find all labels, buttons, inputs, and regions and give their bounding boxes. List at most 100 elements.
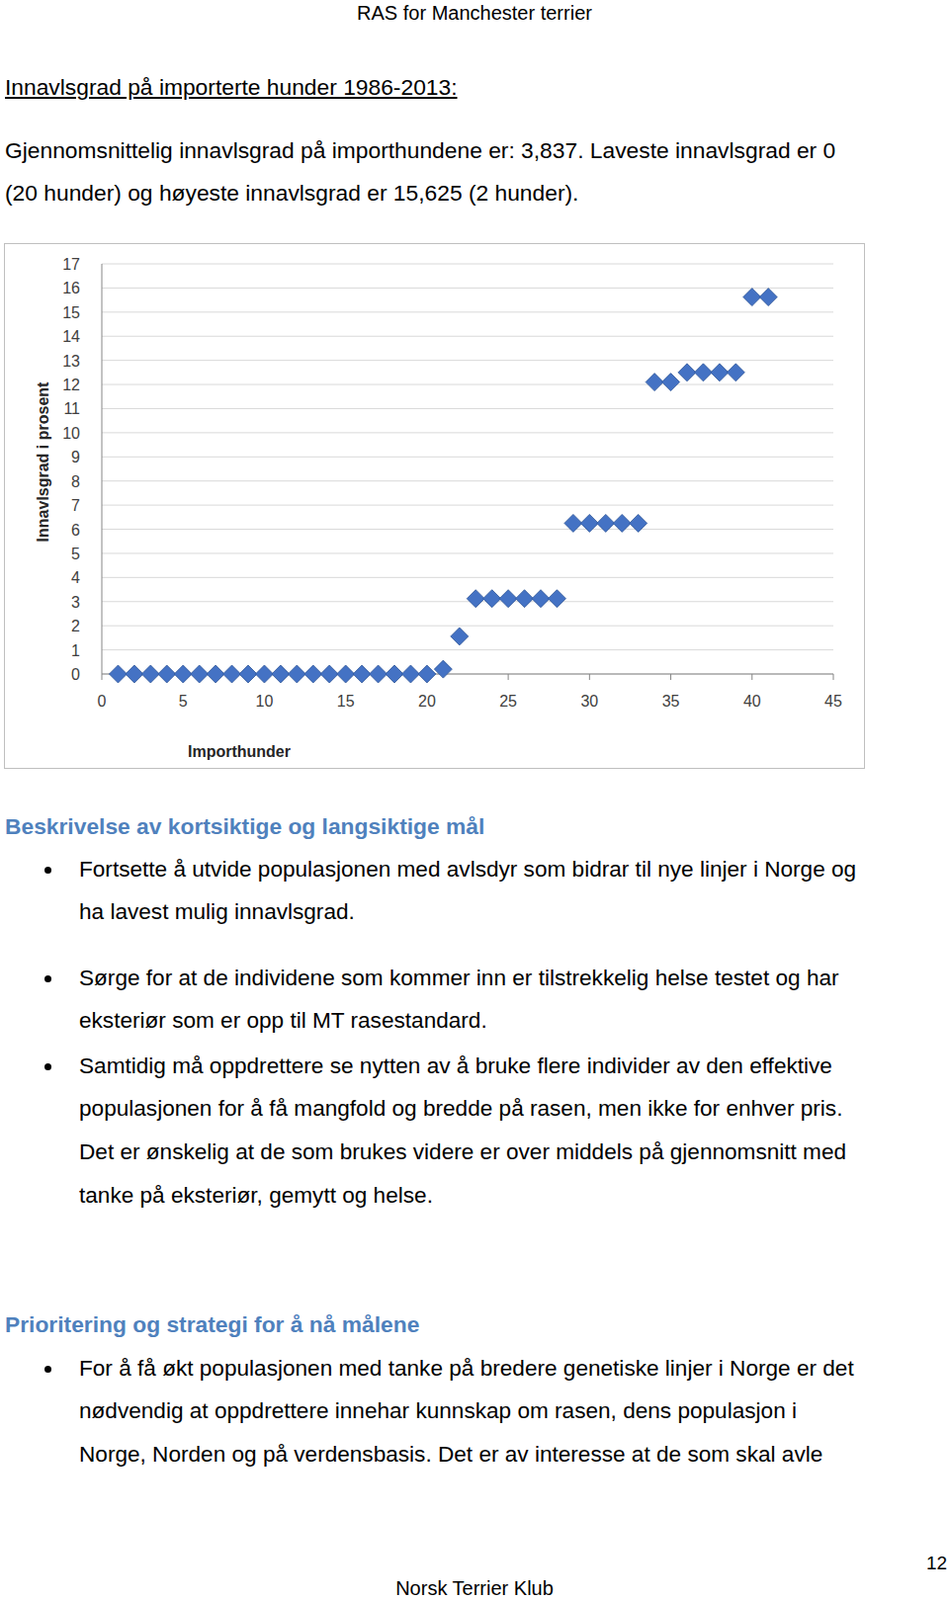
x-tick-label: 30 bbox=[580, 692, 599, 710]
y-tick-label: 14 bbox=[62, 328, 81, 346]
x-tick-label: 0 bbox=[97, 692, 107, 710]
data-point bbox=[173, 665, 192, 684]
markers bbox=[108, 288, 777, 684]
y-axis bbox=[101, 263, 103, 675]
x-tick bbox=[751, 674, 753, 681]
bullet-dot bbox=[44, 1063, 52, 1071]
data-point bbox=[629, 514, 648, 532]
y-tick-label: 16 bbox=[62, 279, 81, 297]
grid-line bbox=[101, 359, 834, 361]
data-point bbox=[320, 665, 339, 684]
page-number: 12 bbox=[926, 1553, 948, 1573]
intro-line: (20 hunder) og høyeste innavlsgrad er 15… bbox=[4, 181, 579, 205]
page-header: RAS for Manchester terrier bbox=[0, 2, 949, 23]
data-point bbox=[483, 590, 502, 608]
data-point bbox=[531, 590, 550, 608]
data-point bbox=[337, 665, 355, 684]
data-point bbox=[693, 363, 712, 382]
grid-line bbox=[101, 625, 834, 627]
bullet-line: Samtidig må oppdrettere se nytten av å b… bbox=[79, 1055, 833, 1079]
y-tick-label: 2 bbox=[71, 617, 81, 635]
data-point bbox=[223, 665, 242, 684]
y-tick-label: 7 bbox=[71, 497, 81, 515]
x-tick-label: 5 bbox=[178, 692, 188, 710]
data-point bbox=[385, 665, 404, 684]
grid-line bbox=[101, 336, 834, 338]
bullet-line: ha lavest mulig innavlsgrad. bbox=[79, 901, 355, 925]
data-point bbox=[743, 288, 762, 307]
y-tick-label: 3 bbox=[71, 594, 81, 611]
data-point bbox=[710, 363, 729, 382]
x-tick-label: 15 bbox=[337, 692, 355, 710]
data-point bbox=[466, 590, 485, 608]
grid-line bbox=[101, 480, 834, 482]
x-tick-label: 45 bbox=[824, 692, 843, 710]
data-point bbox=[759, 288, 777, 307]
data-point bbox=[206, 665, 225, 684]
section-title: Innavlsgrad på importerte hunder 1986-20… bbox=[4, 76, 458, 99]
grid-line bbox=[101, 577, 834, 579]
data-point bbox=[662, 373, 681, 392]
grid-line bbox=[101, 287, 834, 289]
y-tick-label: 11 bbox=[63, 400, 81, 418]
grid-line bbox=[101, 649, 834, 651]
bullet-line: Sørge for at de individene som kommer in… bbox=[79, 967, 840, 991]
y-tick-label: 1 bbox=[71, 642, 81, 660]
x-tick bbox=[589, 674, 591, 681]
data-point bbox=[304, 665, 323, 684]
y-tick-label: 9 bbox=[71, 448, 81, 466]
y-tick-label: 8 bbox=[71, 473, 81, 491]
y-tick-label: 10 bbox=[62, 425, 81, 442]
bullet-line: Fortsette å utvide populasjonen med avls… bbox=[79, 859, 857, 882]
grid-line bbox=[101, 505, 834, 507]
intro-line: Gjennomsnittelig innavlsgrad på importhu… bbox=[4, 139, 836, 163]
grid-line bbox=[101, 263, 834, 265]
bullet-dot bbox=[44, 1366, 52, 1374]
grid-line bbox=[101, 431, 834, 433]
data-point bbox=[108, 665, 127, 684]
y-tick-label: 17 bbox=[62, 256, 81, 273]
data-point bbox=[158, 665, 176, 684]
data-point bbox=[450, 627, 469, 646]
y-tick-label: 12 bbox=[62, 376, 81, 394]
bullet-line: tanke på eksteriør, gemytt og helse. bbox=[79, 1185, 433, 1208]
data-point bbox=[401, 665, 420, 684]
bullet-line: Det er ønskelig at de som brukes videre … bbox=[79, 1141, 847, 1165]
data-point bbox=[239, 665, 258, 684]
data-point bbox=[516, 590, 534, 608]
data-point bbox=[612, 514, 631, 532]
data-point bbox=[271, 665, 290, 684]
data-point bbox=[141, 665, 160, 684]
grid-line bbox=[101, 311, 834, 313]
data-point bbox=[255, 665, 273, 684]
y-tick-label: 15 bbox=[62, 304, 81, 322]
section-heading: Prioritering og strategi for å nå målene bbox=[4, 1313, 420, 1337]
data-point bbox=[190, 665, 209, 684]
grid-line bbox=[101, 528, 834, 530]
x-axis-label: Importhunder bbox=[187, 743, 291, 761]
bullet-line: nødvendig at oppdrettere innehar kunnska… bbox=[79, 1400, 797, 1424]
x-tick-label: 25 bbox=[499, 692, 518, 710]
data-point bbox=[597, 514, 615, 532]
grid-line bbox=[101, 384, 834, 386]
data-point bbox=[645, 373, 664, 392]
bullet-line: eksteriør som er opp til MT rasestandard… bbox=[79, 1010, 488, 1034]
x-tick-label: 20 bbox=[418, 692, 436, 710]
bullet-line: populasjonen for å få mangfold og bredde… bbox=[79, 1098, 843, 1122]
data-point bbox=[678, 363, 696, 382]
data-point bbox=[580, 514, 599, 532]
data-point bbox=[125, 665, 144, 684]
x-tick-label: 40 bbox=[743, 692, 762, 710]
y-tick-label: 0 bbox=[71, 666, 81, 684]
data-point bbox=[547, 590, 566, 608]
x-tick bbox=[833, 674, 835, 681]
data-point bbox=[369, 665, 388, 684]
grid-line bbox=[101, 552, 834, 554]
chart-frame bbox=[3, 243, 865, 770]
section-heading: Beskrivelse av kortsiktige og langsiktig… bbox=[4, 815, 485, 839]
x-tick bbox=[101, 674, 103, 681]
data-point bbox=[287, 665, 306, 684]
x-tick-label: 35 bbox=[662, 692, 681, 710]
y-tick-label: 5 bbox=[71, 545, 81, 563]
grid-line bbox=[101, 456, 834, 458]
